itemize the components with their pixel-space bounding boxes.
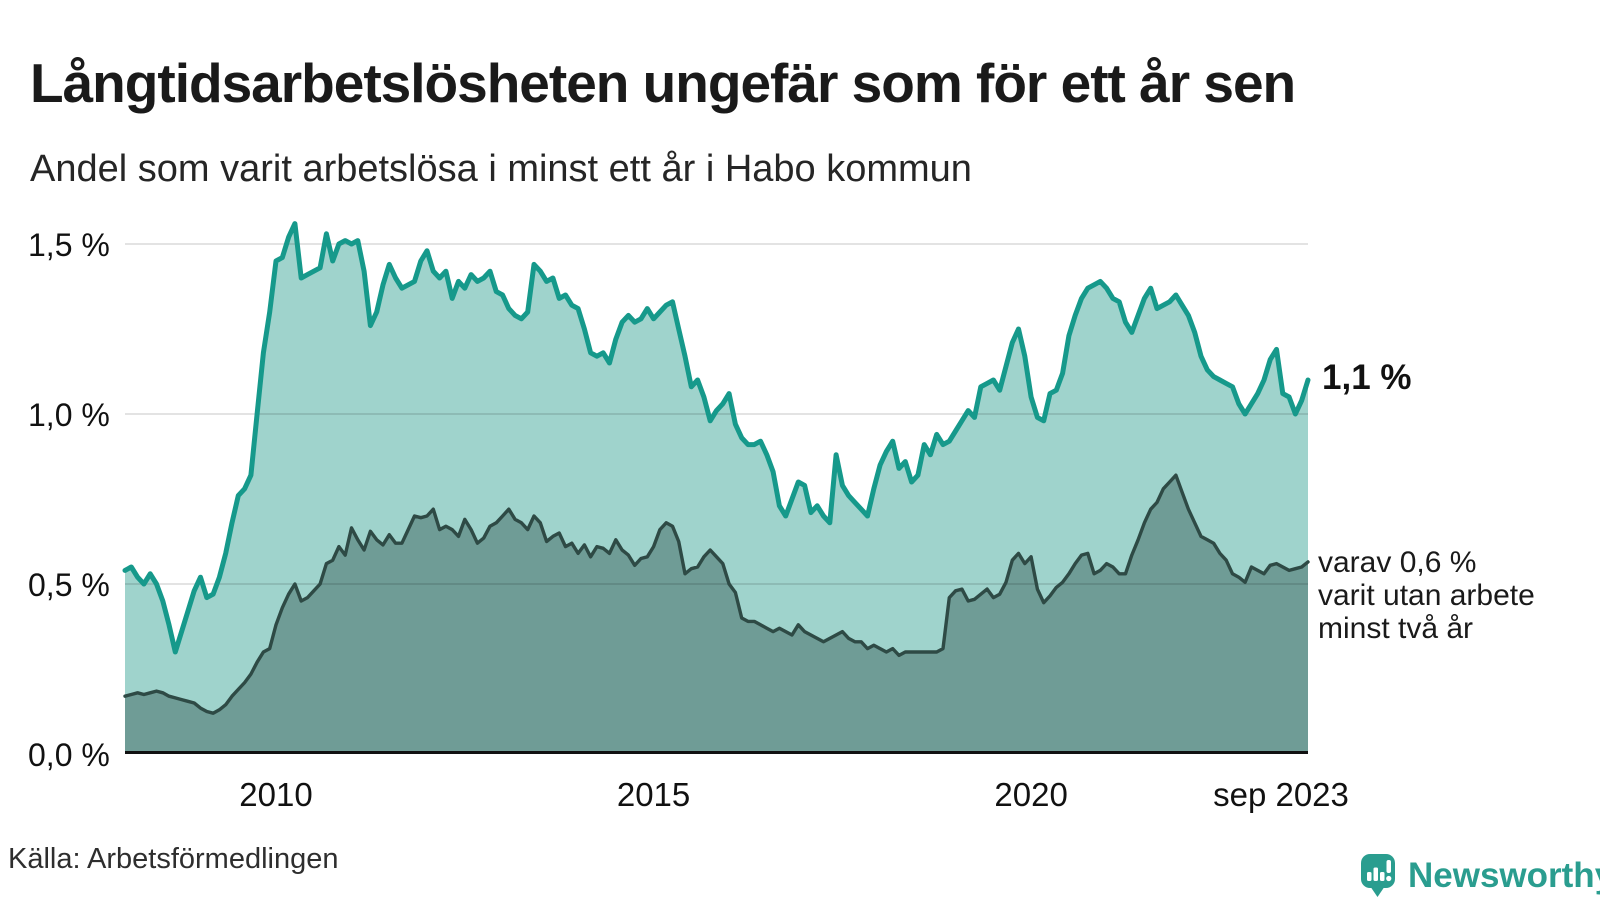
y-tick-label: 1,0 % (28, 397, 110, 433)
newsworthy-branding: Newsworthy (1360, 852, 1600, 900)
newsworthy-logo-icon (1361, 854, 1395, 897)
plot-area (122, 200, 1311, 755)
x-tick-label: 2020 (994, 776, 1068, 813)
page-title: Långtidsarbetslösheten ungefär som för e… (30, 51, 1296, 114)
unemployment-area-chart (122, 221, 1311, 755)
chart-subtitle: Andel som varit arbetslösa i minst ett å… (30, 147, 972, 190)
y-tick-label: 0,0 % (28, 737, 110, 773)
y-tick-label: 1,5 % (28, 227, 110, 263)
y-tick-label: 0,5 % (28, 567, 110, 603)
line-minst-tva-ar (123, 473, 1310, 715)
secondary-annotation-line: varit utan arbete (1318, 579, 1535, 612)
line-minst-ett-ar (122, 221, 1311, 655)
x-tick-label: 2015 (616, 776, 691, 813)
x-tick-label: sep 2023 (1213, 776, 1349, 813)
brand-name: Newsworthy (1408, 856, 1600, 895)
secondary-annotation-line: varav 0,6 % (1318, 546, 1477, 579)
area-minst-tva-ar (125, 475, 1308, 754)
latest-value-label: 1,1 % (1322, 358, 1412, 397)
secondary-series-annotation: varav 0,6 % varit utan arbete minst två … (1318, 546, 1535, 645)
secondary-annotation-line: minst två år (1318, 612, 1474, 645)
source-note: Källa: Arbetsförmedlingen (8, 843, 339, 875)
x-tick-label: 2010 (239, 776, 313, 813)
